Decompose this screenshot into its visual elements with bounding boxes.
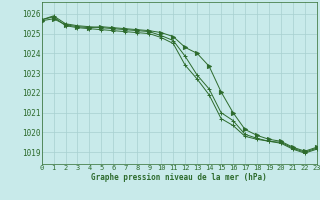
X-axis label: Graphe pression niveau de la mer (hPa): Graphe pression niveau de la mer (hPa) <box>91 173 267 182</box>
